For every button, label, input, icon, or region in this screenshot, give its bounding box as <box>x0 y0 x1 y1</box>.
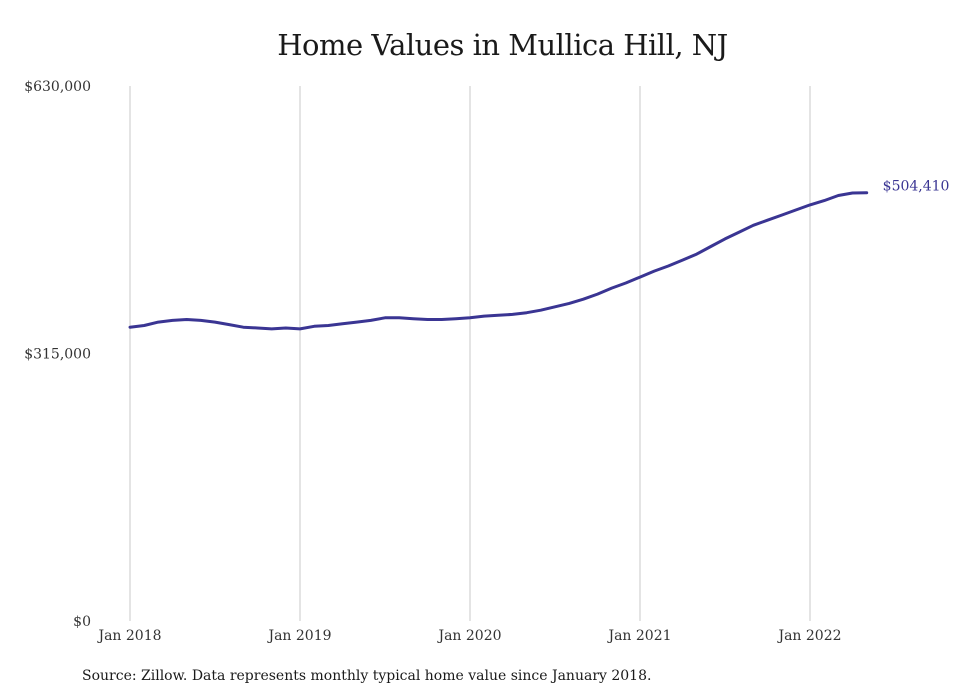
gridlines <box>129 86 811 621</box>
x-tick-label: Jan 2020 <box>436 628 501 644</box>
x-tick-label: Jan 2019 <box>266 628 331 644</box>
y-tick-label: $0 <box>73 614 91 630</box>
x-tick-label: Jan 2018 <box>96 628 161 644</box>
series-layer: $504,410 <box>128 179 950 331</box>
x-tick-label: Jan 2022 <box>776 628 841 644</box>
x-tick-label: Jan 2021 <box>606 628 671 644</box>
y-axis-ticks: $630,000 $315,000 $0 <box>24 79 91 630</box>
x-axis-ticks: Jan 2018 Jan 2019 Jan 2020 Jan 2021 Jan 2022 <box>96 628 841 644</box>
y-tick-label: $630,000 <box>24 79 91 95</box>
end-value-label: $504,410 <box>883 179 950 195</box>
y-tick-label: $315,000 <box>24 347 91 363</box>
source-note: Source: Zillow. Data represents monthly … <box>82 668 652 684</box>
chart-title: Home Values in Mullica Hill, NJ <box>277 28 728 62</box>
series-line <box>128 191 869 331</box>
